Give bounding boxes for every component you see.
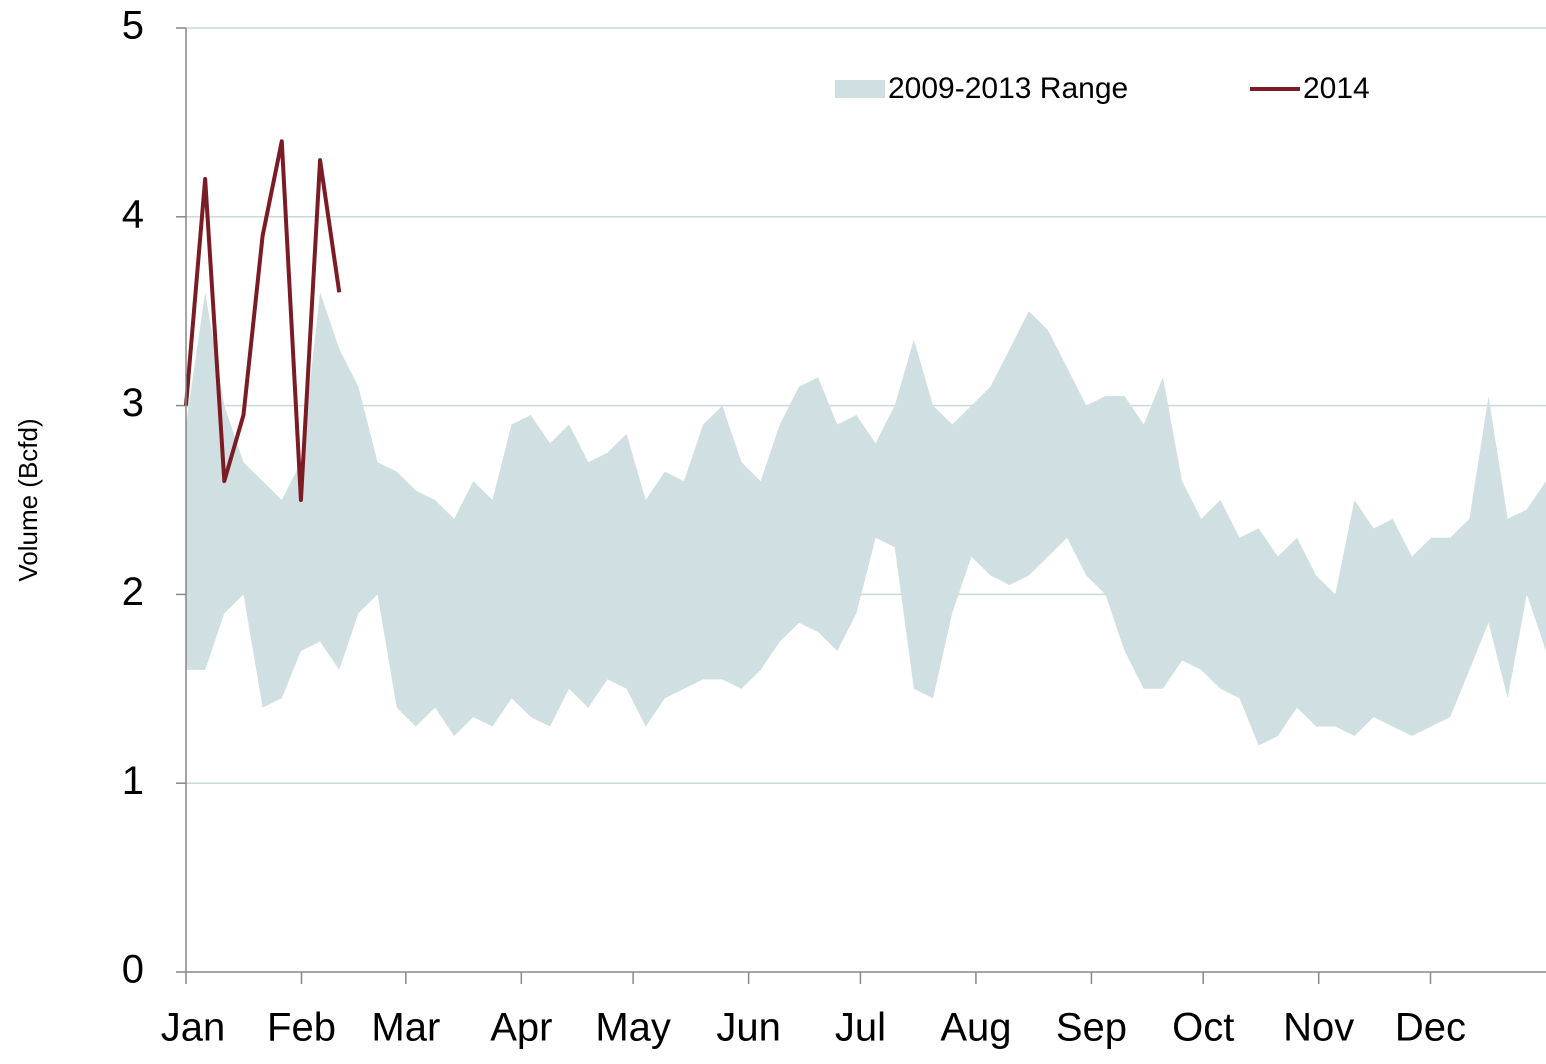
x-tick-label: Sep	[1056, 1006, 1127, 1050]
x-tick-label: Aug	[940, 1006, 1011, 1050]
range-area	[186, 292, 1546, 746]
legend-label: 2009-2013 Range	[888, 72, 1128, 105]
x-tick-label: Oct	[1172, 1006, 1234, 1050]
x-tick-label: May	[595, 1006, 671, 1050]
x-tick-label: Jun	[716, 1006, 781, 1050]
x-tick-label: Apr	[490, 1006, 552, 1050]
y-tick-label: 2	[122, 570, 144, 614]
legend-swatch	[835, 80, 885, 98]
y-tick-label: 1	[122, 759, 144, 803]
x-tick-label: Feb	[267, 1006, 336, 1050]
line-2014	[184, 139, 342, 502]
y-tick-label: 0	[122, 948, 144, 992]
y-tick-label: 5	[122, 4, 144, 48]
x-tick-label: Nov	[1283, 1006, 1354, 1050]
x-tick-label: Jan	[161, 1006, 226, 1050]
x-tick-label: Mar	[371, 1006, 440, 1050]
y-tick-label: 3	[122, 381, 144, 425]
legend-label: 2014	[1303, 72, 1370, 105]
x-tick-label: Dec	[1395, 1006, 1466, 1050]
y-tick-label: 4	[122, 192, 144, 236]
x-tick-label: Jul	[835, 1006, 886, 1050]
y-axis-label: Volume (Bcfd)	[13, 418, 43, 581]
